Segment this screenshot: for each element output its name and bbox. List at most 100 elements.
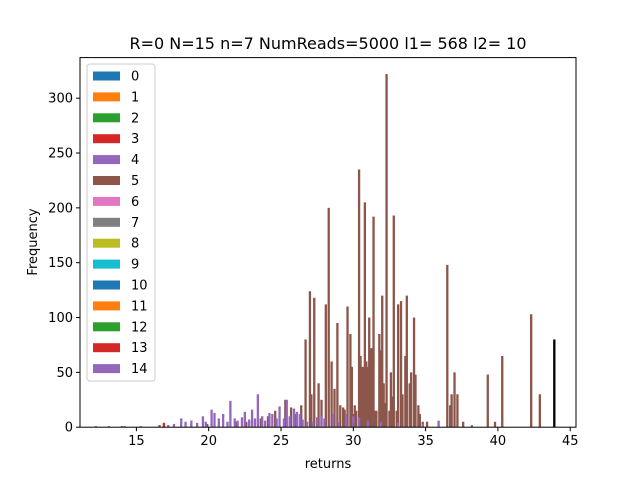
histogram-bar [324,304,327,428]
y-tick-label: 150 [48,256,73,271]
histogram-bar [437,420,440,428]
histogram-bar [310,394,313,428]
legend-label: 3 [131,132,139,147]
histogram-bar [256,394,260,428]
histogram-bar [323,418,326,428]
histogram-bar [378,333,381,428]
histogram-bar [288,416,291,428]
histogram-bar [369,348,372,428]
histogram-bar [342,407,345,428]
histogram-bar [206,423,209,428]
histogram-bar [278,406,281,428]
histogram-bar [391,396,394,428]
legend-label: 6 [131,195,139,210]
histogram-bar [204,421,207,428]
histogram-bar [330,361,333,428]
legend-label: 2 [131,111,139,126]
histogram-bar [368,317,371,428]
histogram-bar [365,361,368,428]
legend-swatch [93,322,120,332]
histogram-bar [295,411,299,428]
y-tick-label: 200 [48,201,73,216]
histogram-bar [316,417,319,428]
histogram-bar [275,418,278,428]
legend-swatch [93,301,120,311]
histogram-bar [363,202,367,428]
y-tick-label: 0 [65,421,73,436]
histogram-bar [414,374,417,428]
histogram-bar [449,405,452,428]
histogram-bar [250,409,254,428]
histogram-bar [355,410,358,428]
histogram-bar [331,414,335,428]
histogram-bar [201,416,205,428]
histogram-bar [298,414,301,428]
histogram-bar [120,426,124,428]
histogram-bar [343,409,346,428]
histogram-bar [253,418,257,428]
histogram-bar [305,421,309,428]
histogram-bar [421,423,424,428]
histogram-bar [395,410,398,428]
histogram-bar [352,416,355,428]
x-tick-label: 45 [562,434,579,449]
histogram-bar [399,301,403,428]
histogram-bar [240,417,244,428]
histogram-bar [162,422,166,428]
legend-label: 10 [131,279,148,294]
histogram-bar [392,215,395,428]
histogram-bar [301,419,304,428]
histogram-bar [289,407,293,428]
x-tick-label: 40 [490,434,507,449]
histogram-bar [417,405,420,428]
histogram-bar [300,405,303,428]
legend-label: 9 [131,258,139,273]
histogram-bar [383,403,387,428]
histogram-bar [123,426,126,428]
histogram-bar [243,411,246,428]
legend-swatch [93,113,120,123]
histogram-bar [446,264,449,428]
histogram-bar [381,295,384,428]
histogram-bar [418,414,421,428]
legend-label: 14 [131,362,148,377]
histogram-bar [233,418,236,428]
histogram-bar [94,426,98,428]
histogram-bar [366,420,369,428]
y-tick-label: 50 [56,366,73,381]
histogram-bar [320,399,323,428]
histogram-bar [158,425,161,428]
histogram-bar [372,216,375,428]
legend-swatch [93,155,120,165]
legend-label: 1 [131,90,139,105]
plot-frame [79,57,577,428]
histogram-bar [311,421,314,428]
y-tick-label: 300 [48,92,73,107]
chart-title: R=0 N=15 n=7 NumReads=5000 l1= 568 l2= 1… [129,34,526,53]
x-axis-label: returns [305,457,352,472]
histogram-bar [450,394,453,428]
histogram-bar [317,383,320,428]
histogram-bar [229,400,232,428]
histogram-bar [266,416,270,428]
histogram-bar [538,394,541,428]
histogram-bar [184,421,187,428]
histogram-bar [222,414,225,428]
x-tick-label: 35 [417,434,434,449]
histogram-bar [357,169,361,428]
histogram-bar [213,412,216,428]
histogram-bar [271,414,274,428]
legend-label: 0 [131,70,139,85]
y-axis-label: Frequency [26,208,41,275]
y-tick-label: 100 [48,311,73,326]
histogram-bar [210,409,213,428]
y-axis-ticks: 0 50 100 150 200 250 300 [48,92,80,436]
histogram-bar [167,425,170,428]
legend-swatch [93,280,120,290]
histogram-bar [357,417,361,428]
histogram-bar [362,366,365,428]
histogram-bar [396,304,400,428]
histogram-bar [373,410,377,428]
histogram-bar [284,399,287,428]
